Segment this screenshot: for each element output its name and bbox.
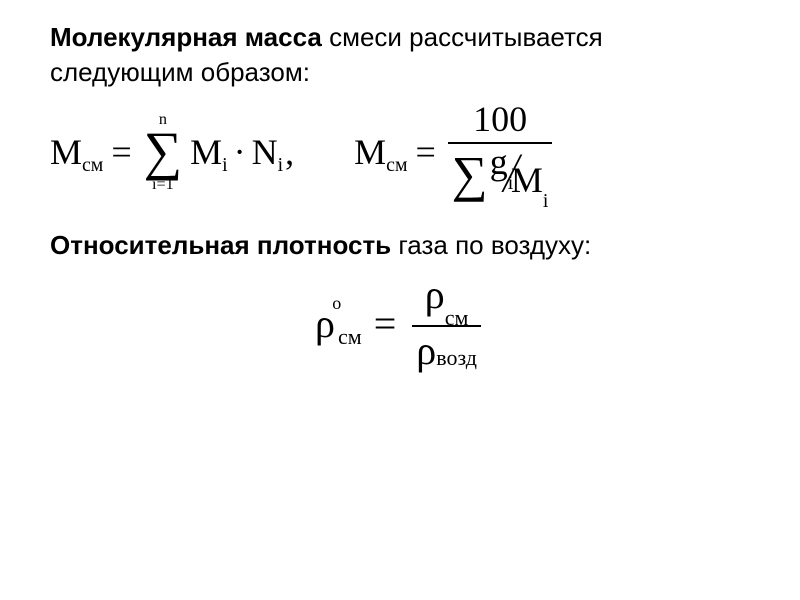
f1-M: Mсм bbox=[50, 131, 103, 173]
f3-rho-sub: см bbox=[338, 324, 362, 350]
f3-num-sub: см bbox=[445, 305, 469, 330]
f1-Ni-sub: i bbox=[278, 154, 284, 177]
f1-Mi: Mi bbox=[190, 131, 228, 173]
f1-sigma-sym: ∑ bbox=[144, 127, 183, 176]
f2-num: 100 bbox=[469, 100, 531, 142]
f2-M-base: M bbox=[354, 131, 386, 173]
f1-Ni: Ni bbox=[252, 131, 284, 173]
f2-Mi-base: M bbox=[511, 160, 543, 200]
f3-fraction: ρсм ρвозд bbox=[412, 273, 481, 372]
f1-sigma-bot: i=1 bbox=[152, 176, 174, 192]
f2-sigma: ∑ bbox=[452, 152, 488, 197]
f1-M-base: M bbox=[50, 131, 82, 173]
f3-inner: ρ о см = ρсм ρвозд bbox=[315, 273, 485, 372]
f3-rho-lhs: ρ о см bbox=[315, 300, 362, 347]
f3-num: ρсм bbox=[421, 273, 473, 324]
f1-M-sub: см bbox=[82, 154, 103, 177]
f3-den-sub: возд bbox=[436, 346, 477, 370]
f2-M-sub: см bbox=[386, 154, 407, 177]
f3-den-rho: ρ bbox=[416, 329, 436, 373]
f1-dot: · bbox=[234, 131, 246, 173]
heading2-rest: газа по воздуху: bbox=[391, 230, 591, 260]
f2-Mi-sub: i bbox=[543, 190, 549, 212]
f1-Mi-sub: i bbox=[222, 154, 228, 177]
f1-Ni-base: N bbox=[252, 131, 278, 173]
f2-den: ∑ gi ⁄ Mi bbox=[448, 144, 553, 204]
f3-rho-wrap: ρ о bbox=[315, 300, 335, 347]
f3-eq: = bbox=[374, 300, 397, 347]
formula-2: Mсм = 100 ∑ gi ⁄ Mi bbox=[354, 100, 556, 203]
f2-M: Mсм bbox=[354, 131, 407, 173]
f1-Mi-base: M bbox=[190, 131, 222, 173]
f3-rho-sup: о bbox=[332, 293, 341, 314]
formula-3: ρ о см = ρсм ρвозд bbox=[50, 273, 750, 372]
f3-den: ρвозд bbox=[412, 327, 481, 373]
formula-1: Mсм = n ∑ i=1 Mi · Ni , bbox=[50, 111, 294, 192]
heading1-bold: Молекулярная масса bbox=[50, 22, 322, 52]
f2-fraction: 100 ∑ gi ⁄ Mi bbox=[448, 100, 553, 203]
f3-num-rho: ρ bbox=[425, 272, 445, 317]
f1-eq: = bbox=[111, 131, 131, 173]
f1-sigma: n ∑ i=1 bbox=[144, 111, 183, 192]
f2-gi-base: g bbox=[490, 142, 508, 182]
f2-diag-frac: gi ⁄ Mi bbox=[490, 146, 549, 204]
f2-Mi: Mi bbox=[511, 161, 549, 206]
f2-eq: = bbox=[415, 131, 435, 173]
formula-row-1: Mсм = n ∑ i=1 Mi · Ni , Mсм = 100 bbox=[50, 100, 750, 203]
heading-relative-density: Относительная плотность газа по воздуху: bbox=[50, 228, 750, 263]
heading-molecular-mass: Молекулярная масса смеси рассчитывается … bbox=[50, 20, 750, 90]
heading2-bold: Относительная плотность bbox=[50, 230, 391, 260]
f1-comma: , bbox=[285, 131, 294, 173]
